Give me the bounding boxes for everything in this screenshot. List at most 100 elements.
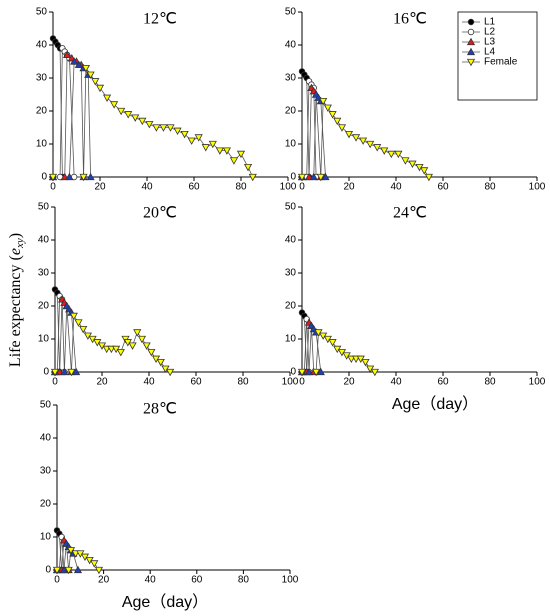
marker	[222, 147, 231, 155]
x-tick-label: 0	[299, 377, 305, 388]
marker	[173, 127, 182, 136]
series-line	[302, 86, 322, 178]
marker	[74, 60, 83, 68]
x-tick-label: 40	[143, 377, 155, 388]
marker	[328, 339, 337, 347]
x-tick-label: 20	[94, 182, 106, 193]
marker	[86, 71, 95, 79]
y-tick-label: 10	[40, 532, 52, 543]
marker	[74, 319, 83, 327]
marker	[159, 124, 168, 132]
marker	[79, 173, 88, 182]
marker	[321, 172, 330, 181]
y-tick-label: 0	[41, 172, 47, 183]
panel: 0 10 20 30 40 50 0 20 40 60 80 100 24℃ Age（day）	[285, 202, 546, 414]
marker	[152, 124, 161, 132]
marker	[81, 64, 90, 73]
x-tick-label: 0	[52, 377, 58, 388]
y-tick-label: 0	[45, 565, 51, 576]
marker	[420, 167, 429, 175]
y-tick-label: 30	[40, 466, 52, 477]
marker	[133, 329, 142, 337]
marker	[142, 342, 151, 350]
x-tick-label: 40	[145, 575, 157, 586]
marker	[319, 97, 328, 106]
y-axis-label: Life expectancy (exy)	[7, 233, 26, 367]
marker	[309, 172, 318, 181]
marker	[304, 367, 314, 376]
marker	[328, 111, 337, 119]
marker	[94, 566, 104, 575]
marker	[73, 565, 83, 574]
marker	[466, 37, 476, 46]
y-tick-label: 20	[285, 106, 297, 117]
marker	[467, 18, 475, 26]
y-tick-label: 50	[40, 400, 52, 411]
x-axis-label: Age（day）	[122, 593, 208, 611]
y-tick-label: 30	[285, 268, 297, 279]
y-tick-label: 30	[285, 73, 297, 84]
y-tick-label: 10	[36, 139, 48, 150]
marker	[91, 78, 100, 86]
marker	[366, 140, 375, 149]
y-tick-label: 0	[43, 367, 49, 378]
x-tick-label: 40	[390, 377, 402, 388]
marker	[102, 94, 112, 103]
x-tick-label: 100	[529, 182, 546, 193]
marker	[147, 349, 156, 357]
marker	[424, 173, 433, 182]
panel-title: 20℃	[143, 205, 177, 222]
marker	[137, 335, 147, 344]
y-tick-label: 40	[285, 235, 297, 246]
series-line	[53, 47, 75, 178]
x-tick-label: 20	[343, 377, 355, 388]
legend-label: L3	[484, 37, 496, 48]
y-tick-label: 30	[36, 73, 48, 84]
marker	[373, 144, 382, 152]
series-line	[53, 54, 84, 178]
y-tick-label: 40	[38, 235, 50, 246]
panel-title: 24℃	[393, 205, 427, 222]
marker	[79, 325, 88, 334]
x-tick-label: 80	[235, 182, 247, 193]
x-tick-label: 80	[484, 377, 496, 388]
x-tick-label: 80	[484, 182, 496, 193]
marker	[166, 368, 175, 377]
x-tick-label: 0	[50, 182, 56, 193]
x-tick-label: 0	[54, 575, 60, 586]
marker	[316, 173, 325, 182]
y-tick-label: 30	[38, 268, 50, 279]
marker	[72, 367, 81, 376]
marker	[67, 368, 76, 377]
marker	[63, 50, 72, 59]
y-label-symbol: e	[7, 248, 24, 255]
x-tick-label: 100	[282, 377, 299, 388]
y-label-text: Life expectancy (	[7, 255, 24, 367]
y-tick-label: 50	[38, 202, 50, 213]
marker	[344, 130, 354, 139]
y-tick-label: 10	[285, 139, 297, 150]
marker	[387, 150, 396, 159]
marker	[69, 312, 78, 321]
marker	[48, 173, 58, 182]
marker	[166, 124, 175, 132]
panel: 0 10 20 30 40 50 0 20 40 60 80 100 28℃ Age（day）	[40, 400, 299, 612]
marker	[467, 28, 475, 36]
marker	[194, 134, 203, 142]
x-tick-label: 20	[343, 182, 355, 193]
marker	[156, 358, 165, 367]
x-tick-label: 0	[299, 182, 305, 193]
marker	[208, 140, 217, 149]
x-tick-label: 100	[529, 377, 546, 388]
marker	[351, 134, 361, 142]
x-tick-label: 60	[191, 575, 203, 586]
marker	[124, 111, 133, 119]
y-tick-label: 50	[285, 202, 297, 213]
x-tick-label: 80	[238, 575, 250, 586]
marker	[90, 560, 99, 568]
marker	[128, 342, 137, 350]
marker	[117, 107, 126, 116]
x-tick-label: 60	[437, 377, 449, 388]
